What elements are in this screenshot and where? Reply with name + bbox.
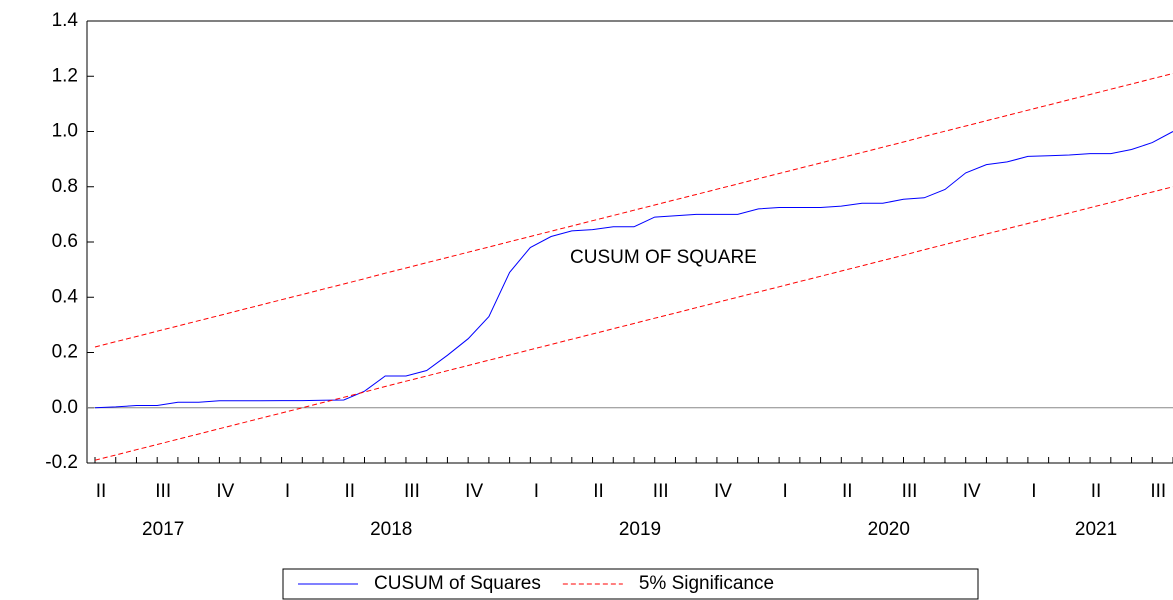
y-tick-label: 0.4: [52, 286, 79, 307]
x-tick-label: IV: [963, 481, 981, 502]
legend-label: 5% Significance: [639, 573, 774, 594]
y-tick-label: 1.2: [52, 65, 78, 86]
x-tick-label: III: [404, 481, 420, 502]
year-label: 2020: [868, 519, 910, 540]
y-tick-label: 0.6: [52, 231, 78, 252]
x-tick-label: II: [593, 481, 604, 502]
y-tick-label: 1.0: [52, 121, 78, 142]
series-line: [94, 131, 1173, 409]
y-tick-label: -0.2: [45, 452, 78, 473]
x-tick-label: I: [1031, 481, 1036, 502]
legend-box: [282, 568, 979, 600]
x-tick-label: III: [1150, 481, 1166, 502]
x-tick-label: I: [534, 481, 539, 502]
y-tick-label: 0.8: [52, 176, 78, 197]
year-label: 2021: [1075, 519, 1117, 540]
year-label: 2018: [370, 519, 412, 540]
series-line: [94, 186, 1173, 461]
year-label: 2017: [142, 519, 184, 540]
y-tick-label: 1.4: [52, 10, 79, 31]
x-tick-label: II: [344, 481, 355, 502]
y-tick-label: 0.0: [52, 397, 78, 418]
y-tick-label: 0.2: [52, 342, 78, 363]
x-tick-label: IV: [465, 481, 483, 502]
x-tick-label: III: [902, 481, 918, 502]
x-tick-label: IV: [714, 481, 732, 502]
x-tick-label: I: [782, 481, 787, 502]
x-tick-label: III: [155, 481, 171, 502]
x-tick-label: III: [653, 481, 669, 502]
x-tick-label: II: [96, 481, 107, 502]
x-tick-label: I: [285, 481, 290, 502]
series-line: [94, 73, 1173, 348]
annotation: CUSUM OF SQUARE: [570, 247, 757, 268]
year-label: 2019: [619, 519, 661, 540]
x-tick-label: II: [842, 481, 853, 502]
legend: CUSUM of Squares 5% Significance: [282, 568, 979, 600]
x-tick-label: IV: [216, 481, 234, 502]
legend-label: CUSUM of Squares: [374, 573, 541, 594]
x-tick-label: II: [1091, 481, 1102, 502]
